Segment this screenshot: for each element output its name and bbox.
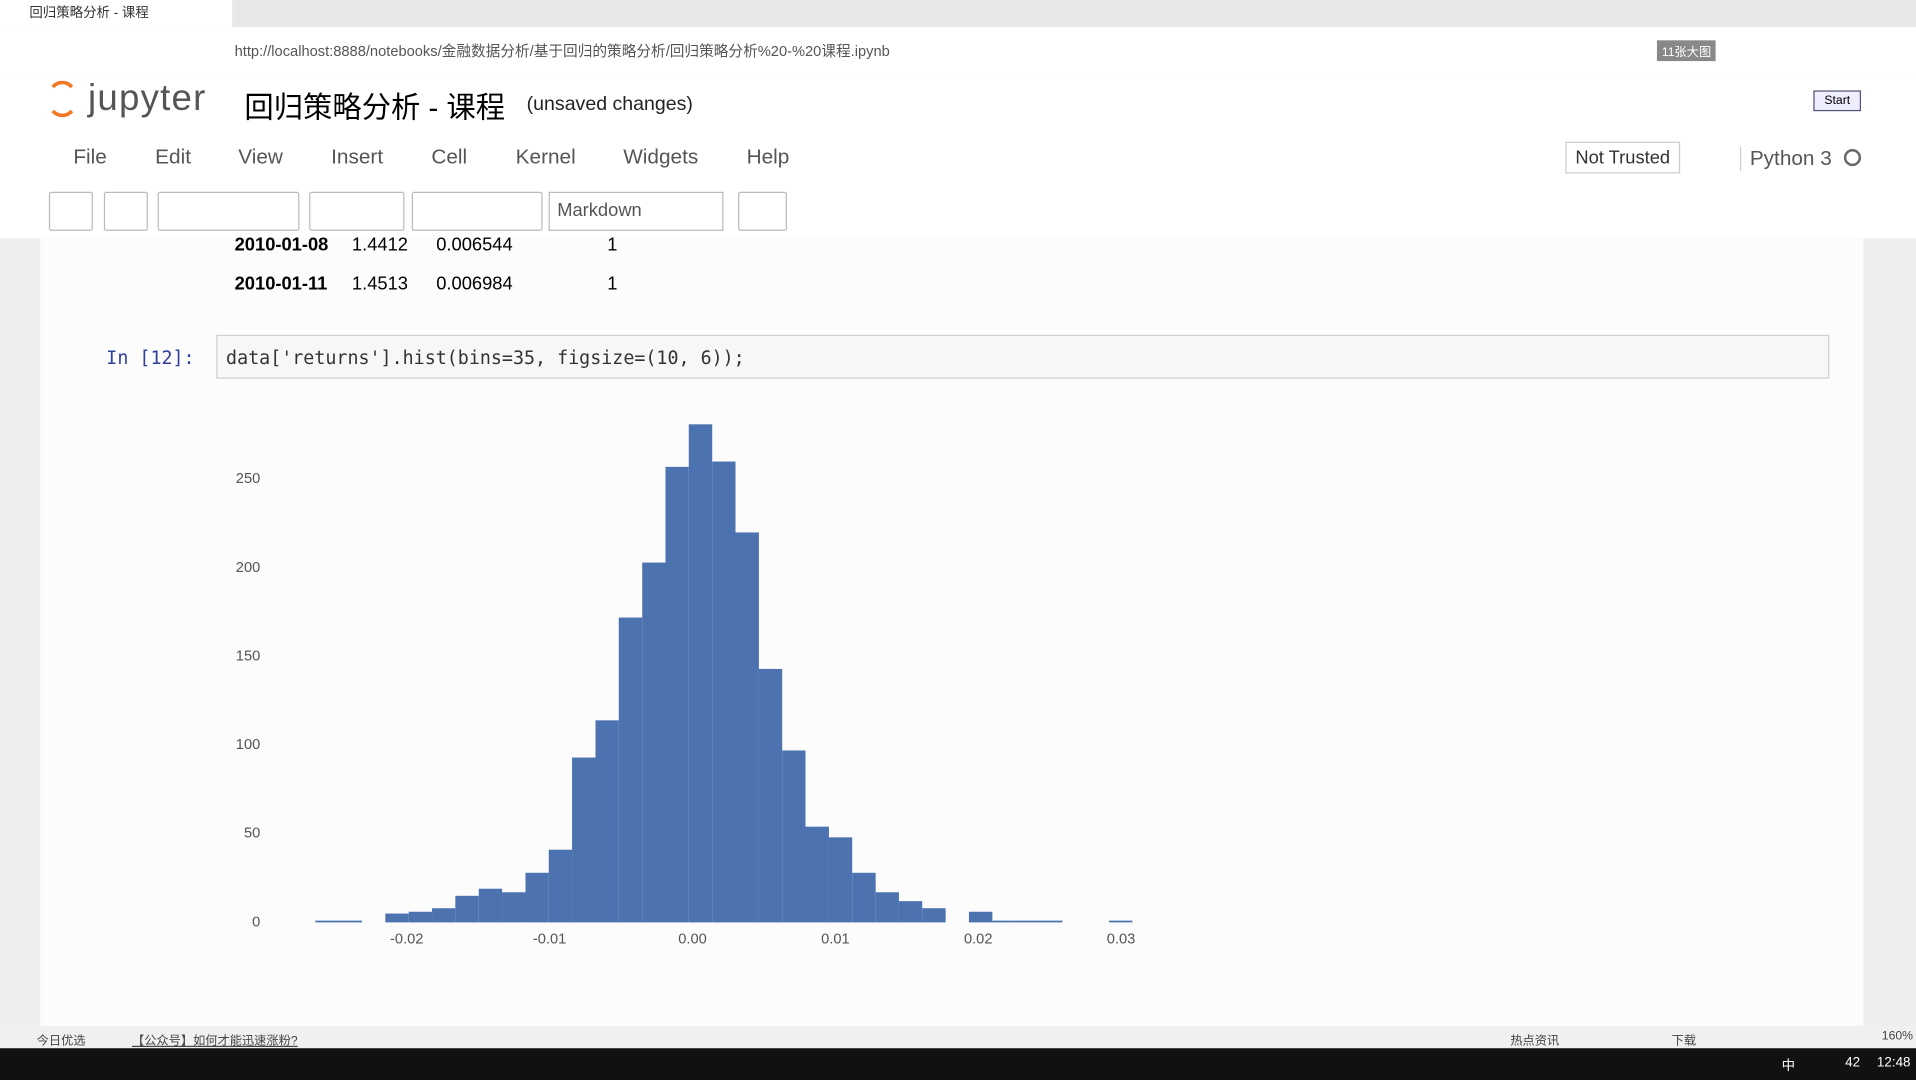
bar: [1015, 920, 1039, 923]
bar: [455, 895, 479, 923]
x-tick-label: 0.01: [821, 931, 850, 947]
bar: [432, 908, 456, 923]
keyboard-button[interactable]: [738, 191, 787, 231]
menu-item[interactable]: Widgets: [623, 145, 699, 169]
y-tick-label: 250: [236, 471, 260, 487]
kernel-name: Python 3: [1740, 146, 1832, 172]
bar: [548, 849, 573, 923]
bar: [875, 892, 899, 923]
y-tick-label: 50: [244, 826, 260, 842]
table-cell: 0.006544: [436, 234, 513, 256]
y-tick-label: 150: [236, 648, 260, 664]
bar: [315, 920, 339, 923]
clock: 12:48: [1876, 1055, 1911, 1071]
address-bar: [0, 26, 1916, 75]
code-input[interactable]: [216, 334, 1830, 379]
status-download[interactable]: 下载: [1671, 1034, 1697, 1049]
table-cell: 1: [607, 273, 618, 295]
menu-item[interactable]: View: [238, 145, 283, 169]
table-cell: 2010-01-08: [234, 234, 329, 256]
bar: [922, 908, 946, 923]
cell-type-select[interactable]: Markdown: [548, 191, 724, 231]
bar: [478, 888, 503, 923]
status-link[interactable]: 【公众号】如何才能迅速涨粉?: [131, 1034, 298, 1049]
run-buttons[interactable]: [411, 191, 543, 231]
bar: [665, 466, 689, 923]
cell-prompt: In [12]:: [106, 346, 195, 369]
table-cell: 2010-01-11: [234, 273, 328, 295]
status-left[interactable]: 今日优选: [36, 1034, 86, 1049]
bar: [712, 461, 736, 923]
bar: [618, 617, 643, 923]
taskbar: 中 42 12:48: [0, 1048, 1916, 1080]
bar: [642, 562, 666, 923]
bar: [828, 837, 853, 923]
x-tick-label: -0.02: [390, 931, 423, 947]
add-cell-button[interactable]: [103, 191, 148, 231]
save-status: (unsaved changes): [526, 94, 693, 115]
x-tick-label: -0.01: [533, 931, 566, 947]
bar: [852, 872, 876, 923]
x-tick-label: 0.02: [964, 931, 993, 947]
trust-indicator[interactable]: Not Trusted: [1565, 141, 1681, 174]
bar: [1038, 920, 1063, 923]
kernel-status: [1843, 149, 1862, 167]
x-tick-label: 0.00: [678, 931, 707, 947]
status-news[interactable]: 热点资讯: [1510, 1034, 1560, 1049]
ime[interactable]: 中: [1781, 1059, 1796, 1074]
menu-item[interactable]: Cell: [431, 145, 468, 169]
zoom[interactable]: 160%: [1881, 1029, 1914, 1044]
browser-tab[interactable]: 回归策略分析 - 课程: [0, 0, 233, 27]
bar: [758, 668, 783, 923]
table-cell: 0.006984: [436, 273, 513, 295]
temperature: 42: [1845, 1055, 1861, 1071]
save-button[interactable]: [48, 191, 93, 231]
menu-item[interactable]: Help: [746, 145, 790, 169]
logo[interactable]: jupyter: [87, 78, 207, 119]
bar: [338, 920, 363, 923]
bar: [992, 920, 1016, 923]
bar: [898, 901, 923, 923]
bar: [502, 892, 526, 923]
menu-item[interactable]: File: [73, 145, 107, 169]
url[interactable]: http://localhost:8888/notebooks/金融数据分析/基…: [234, 42, 890, 60]
bar: [1109, 920, 1133, 923]
extension-badge[interactable]: 11张大图: [1656, 40, 1717, 62]
bar: [572, 757, 596, 923]
start-button[interactable]: Start: [1813, 90, 1862, 112]
bar: [782, 750, 806, 923]
code[interactable]: data['returns'].hist(bins=35, figsize=(1…: [226, 346, 745, 369]
edit-buttons[interactable]: [157, 191, 300, 231]
table-cell: 1: [607, 234, 618, 256]
notebook-title[interactable]: 回归策略分析 - 课程: [244, 91, 506, 125]
x-tick-label: 0.03: [1107, 931, 1136, 947]
status-bar: 今日优选 【公众号】如何才能迅速涨粉? 热点资讯 下载 160%: [0, 1026, 1916, 1049]
table-cell: 1.4412: [351, 234, 408, 256]
menu-item[interactable]: Insert: [331, 145, 384, 169]
tab-strip: [0, 0, 1916, 27]
menu-item[interactable]: Kernel: [515, 145, 576, 169]
bar: [688, 424, 713, 923]
y-tick-label: 0: [252, 914, 260, 930]
bar: [525, 872, 549, 923]
logo-icon: [46, 80, 79, 118]
bar: [735, 532, 759, 923]
y-tick-label: 200: [236, 560, 260, 576]
bar: [595, 720, 619, 923]
bar: [385, 913, 409, 923]
bar: [408, 911, 433, 923]
move-buttons[interactable]: [309, 191, 405, 231]
menu-item[interactable]: Edit: [155, 145, 191, 169]
table-cell: 1.4513: [351, 273, 408, 295]
bar: [968, 911, 993, 923]
y-tick-label: 100: [236, 737, 260, 753]
bar: [805, 826, 829, 923]
